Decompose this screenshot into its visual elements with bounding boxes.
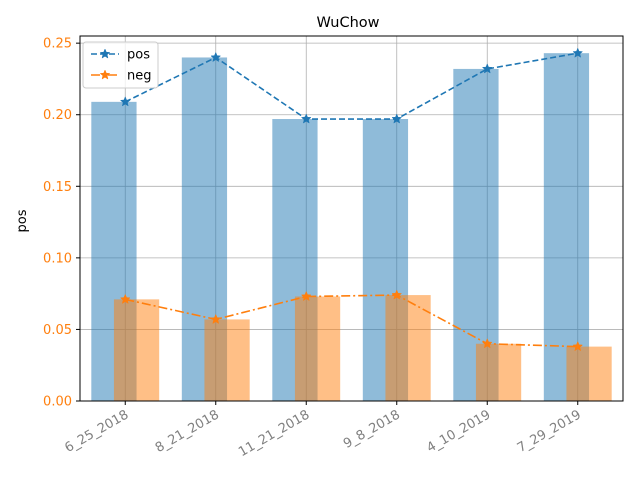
marker-neg	[391, 289, 403, 300]
x-tick-label: 4_10_2019	[424, 407, 493, 455]
x-tick-label: 11_21_2018	[236, 407, 312, 460]
bars	[91, 53, 612, 402]
plot-frame	[79, 35, 624, 402]
marker-pos	[119, 96, 131, 107]
x-tick-label: 7_29_2019	[515, 407, 584, 455]
y-tick-label: 0.05	[43, 323, 72, 338]
legend-label-neg: neg	[127, 69, 152, 84]
x-tick-label: 9_8_2018	[341, 407, 403, 451]
series-lines	[119, 47, 584, 352]
line-neg	[125, 294, 578, 348]
legend: pos neg	[82, 41, 159, 89]
marker-pos	[572, 47, 584, 58]
bar-neg	[113, 299, 160, 401]
bar-neg	[385, 295, 431, 401]
y-tick-label: 0.25	[43, 37, 72, 52]
bar-pos	[543, 53, 590, 401]
y-tick-label: 0.10	[43, 251, 72, 266]
marker-neg	[210, 313, 222, 324]
x-tick-label: 6_25_2018	[62, 407, 131, 455]
bar-neg	[475, 343, 522, 401]
x-tick-label: 8_21_2018	[153, 407, 222, 455]
marker-neg	[300, 290, 312, 302]
bar-neg	[566, 346, 612, 401]
marker-pos	[481, 63, 493, 74]
line-pos	[124, 52, 578, 120]
marker-neg	[572, 340, 584, 352]
marker-neg	[481, 338, 493, 349]
chart-title: WuChow	[316, 15, 379, 31]
y-axis-label: pos	[15, 209, 30, 232]
y-tick-label: 0.15	[43, 180, 72, 195]
y-tick-label: 0.20	[43, 108, 72, 123]
y-tick-label: 0.00	[43, 395, 72, 410]
legend-label-pos: pos	[127, 48, 150, 63]
marker-pos	[391, 113, 403, 124]
legend-marker-pos	[99, 48, 111, 59]
marker-pos	[210, 51, 222, 63]
legend-marker-neg	[99, 69, 111, 80]
marker-neg	[119, 293, 131, 304]
bar-neg	[204, 319, 250, 401]
bar-neg	[294, 296, 341, 401]
marker-pos	[300, 113, 312, 124]
